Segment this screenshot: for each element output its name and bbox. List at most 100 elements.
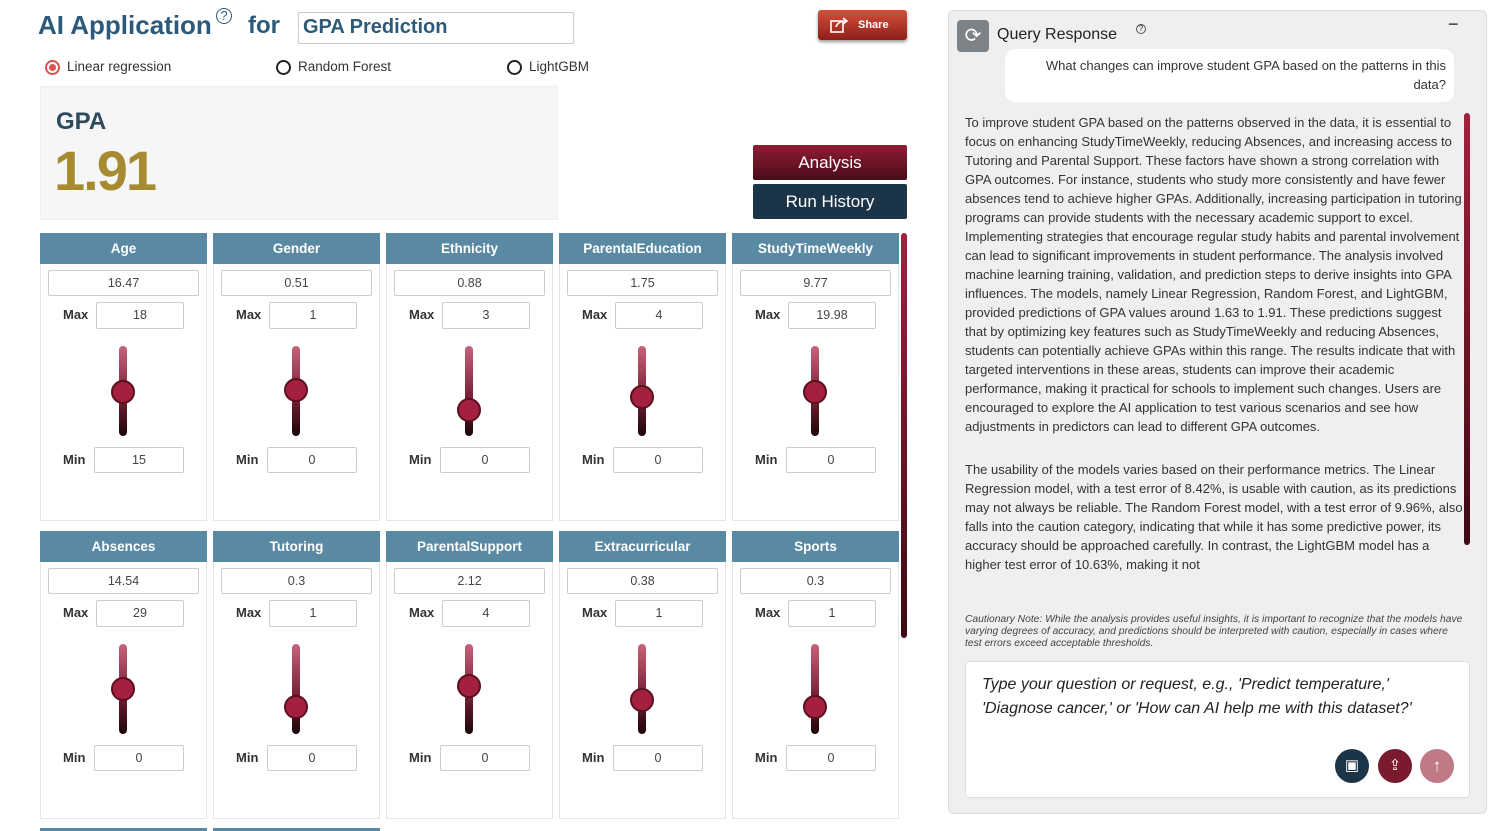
slider-thumb[interactable] <box>630 687 654 712</box>
share-label: Share <box>858 19 889 31</box>
save-button[interactable]: ▣ <box>1335 749 1369 783</box>
slider-thumb[interactable] <box>284 695 308 719</box>
feature-name: Sports <box>732 531 899 562</box>
slider-thumb[interactable] <box>803 379 827 404</box>
value-input[interactable]: 0.38 <box>567 568 718 594</box>
min-input[interactable]: 0 <box>94 745 184 771</box>
answer-paragraph: The usability of the models varies based… <box>965 462 1463 572</box>
min-input[interactable]: 0 <box>440 447 530 473</box>
feature-name: Tutoring <box>213 531 380 562</box>
result-value: 1.91 <box>54 139 157 202</box>
export-button[interactable]: ⇪ <box>1378 749 1412 783</box>
max-input[interactable]: 1 <box>788 600 876 627</box>
target-input[interactable]: GPA Prediction <box>298 12 574 44</box>
feature-name: StudyTimeWeekly <box>732 233 899 264</box>
min-input[interactable]: 0 <box>267 447 357 473</box>
collapse-button[interactable]: − <box>1448 14 1459 34</box>
max-input[interactable]: 1 <box>615 600 703 627</box>
max-label: Max <box>236 605 262 620</box>
max-input[interactable]: 1 <box>269 600 357 627</box>
slider-track <box>292 644 300 734</box>
feature-name: Extracurricular <box>559 531 726 562</box>
feature-card: Extracurricular 0.38 Max 1 Min 0 <box>559 531 726 819</box>
max-label: Max <box>755 605 781 620</box>
min-label: Min <box>755 750 778 765</box>
slider-thumb[interactable] <box>111 676 135 701</box>
min-input[interactable]: 0 <box>440 745 530 771</box>
max-label: Max <box>63 307 89 322</box>
max-input[interactable]: 4 <box>615 302 703 329</box>
radio-label: Random Forest <box>298 59 392 74</box>
connector: for <box>248 12 280 39</box>
value-input[interactable]: 9.77 <box>740 270 891 296</box>
min-input[interactable]: 0 <box>613 745 703 771</box>
refresh-icon[interactable]: ⟳ <box>957 20 989 52</box>
value-input[interactable]: 16.47 <box>48 270 199 296</box>
min-input[interactable]: 0 <box>613 447 703 473</box>
panel-title: Query Response <box>997 26 1118 43</box>
max-input[interactable]: 4 <box>442 600 530 627</box>
feature-card: Gender 0.51 Max 1 Min 0 <box>213 233 380 521</box>
radio-button[interactable] <box>507 60 522 75</box>
min-input[interactable]: 15 <box>94 447 184 473</box>
share-button[interactable]: Share <box>818 10 907 40</box>
feature-card: ParentalSupport 2.12 Max 4 Min 0 <box>386 531 553 819</box>
value-input[interactable]: 0.3 <box>740 568 891 594</box>
placeholder: Type your question or request, e.g., 'Pr… <box>982 676 1412 717</box>
cautionary-note: Cautionary Note: While the analysis prov… <box>965 614 1463 649</box>
min-label: Min <box>582 452 605 467</box>
min-label: Min <box>63 750 86 765</box>
slider-track <box>465 346 473 436</box>
slider-thumb[interactable] <box>284 378 308 403</box>
value-input[interactable]: 2.12 <box>394 568 545 594</box>
info-icon: ? <box>1136 24 1146 34</box>
feature-card: Absences 14.54 Max 29 Min 0 <box>40 531 207 819</box>
max-input[interactable]: 1 <box>269 302 357 329</box>
min-label: Min <box>236 750 259 765</box>
min-input[interactable]: 0 <box>786 447 876 473</box>
slider-thumb[interactable] <box>630 384 654 409</box>
max-label: Max <box>582 605 608 620</box>
share-icon <box>830 17 849 33</box>
value-input[interactable]: 0.51 <box>221 270 372 296</box>
max-input[interactable]: 19.98 <box>788 302 876 329</box>
feature-card: Ethnicity 0.88 Max 3 Min 0 <box>386 233 553 521</box>
slider-thumb[interactable] <box>457 397 481 422</box>
feature-card: StudyTimeWeekly 9.77 Max 19.98 Min 0 <box>732 233 899 521</box>
feature-name: Age <box>40 233 207 264</box>
slider-thumb[interactable] <box>457 674 481 699</box>
analysis-button[interactable]: Analysis <box>753 145 907 180</box>
feature-name: Gender <box>213 233 380 264</box>
radio-button[interactable] <box>45 60 60 75</box>
feature-card: ParentalEducation 1.75 Max 4 Min 0 <box>559 233 726 521</box>
app-title: AI Application <box>38 10 212 40</box>
feature-name: ParentalEducation <box>559 233 726 264</box>
scrollbar <box>901 233 907 638</box>
min-label: Min <box>755 452 778 467</box>
max-label: Max <box>582 307 608 322</box>
result-label: GPA <box>56 108 107 135</box>
feature-name: Absences <box>40 531 207 562</box>
max-input[interactable]: 18 <box>96 302 184 329</box>
slider-thumb[interactable] <box>111 379 135 404</box>
value-input[interactable]: 1.75 <box>567 270 718 296</box>
radio-button[interactable] <box>276 60 291 75</box>
max-input[interactable]: 29 <box>96 600 184 627</box>
run-history-button[interactable]: Run History <box>753 184 907 219</box>
min-label: Min <box>582 750 605 765</box>
answer-area: To improve student GPA based on the patt… <box>965 113 1463 605</box>
feature-card: Age 16.47 Max 18 Min 15 <box>40 233 207 521</box>
min-input[interactable]: 0 <box>786 745 876 771</box>
value-input[interactable]: 0.88 <box>394 270 545 296</box>
card-stub <box>213 828 380 831</box>
value-input[interactable]: 0.3 <box>221 568 372 594</box>
max-input[interactable]: 3 <box>442 302 530 329</box>
slider-thumb[interactable] <box>803 695 827 719</box>
send-button[interactable]: ↑ <box>1420 749 1454 783</box>
result-box <box>40 86 558 220</box>
question-bubble: What changes can improve student GPA bas… <box>1005 49 1454 102</box>
value-input[interactable]: 14.54 <box>48 568 199 594</box>
info-icon: ? <box>216 8 232 24</box>
min-input[interactable]: 0 <box>267 745 357 771</box>
